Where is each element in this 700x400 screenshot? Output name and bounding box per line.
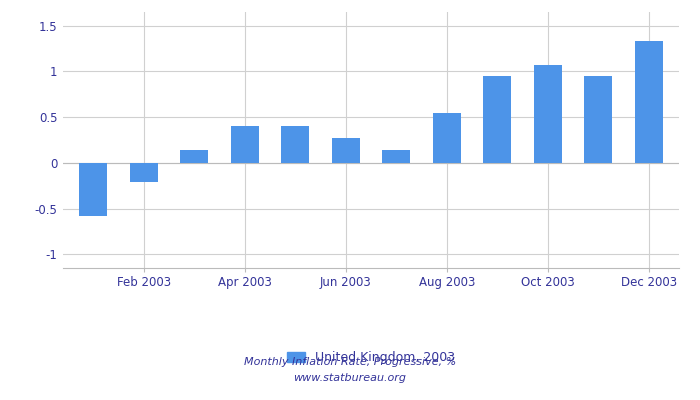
Bar	[332, 138, 360, 163]
Bar	[635, 41, 663, 163]
Bar	[281, 126, 309, 163]
Bar	[382, 150, 410, 163]
Legend: United Kingdom, 2003: United Kingdom, 2003	[281, 346, 461, 369]
Text: Monthly Inflation Rate, Progressive, %: Monthly Inflation Rate, Progressive, %	[244, 357, 456, 367]
Bar	[181, 150, 208, 163]
Bar	[584, 76, 612, 163]
Bar	[79, 163, 107, 216]
Bar	[534, 65, 561, 163]
Bar	[483, 76, 511, 163]
Text: www.statbureau.org: www.statbureau.org	[293, 373, 407, 383]
Bar	[231, 126, 259, 163]
Bar	[433, 114, 461, 163]
Bar	[130, 163, 158, 182]
